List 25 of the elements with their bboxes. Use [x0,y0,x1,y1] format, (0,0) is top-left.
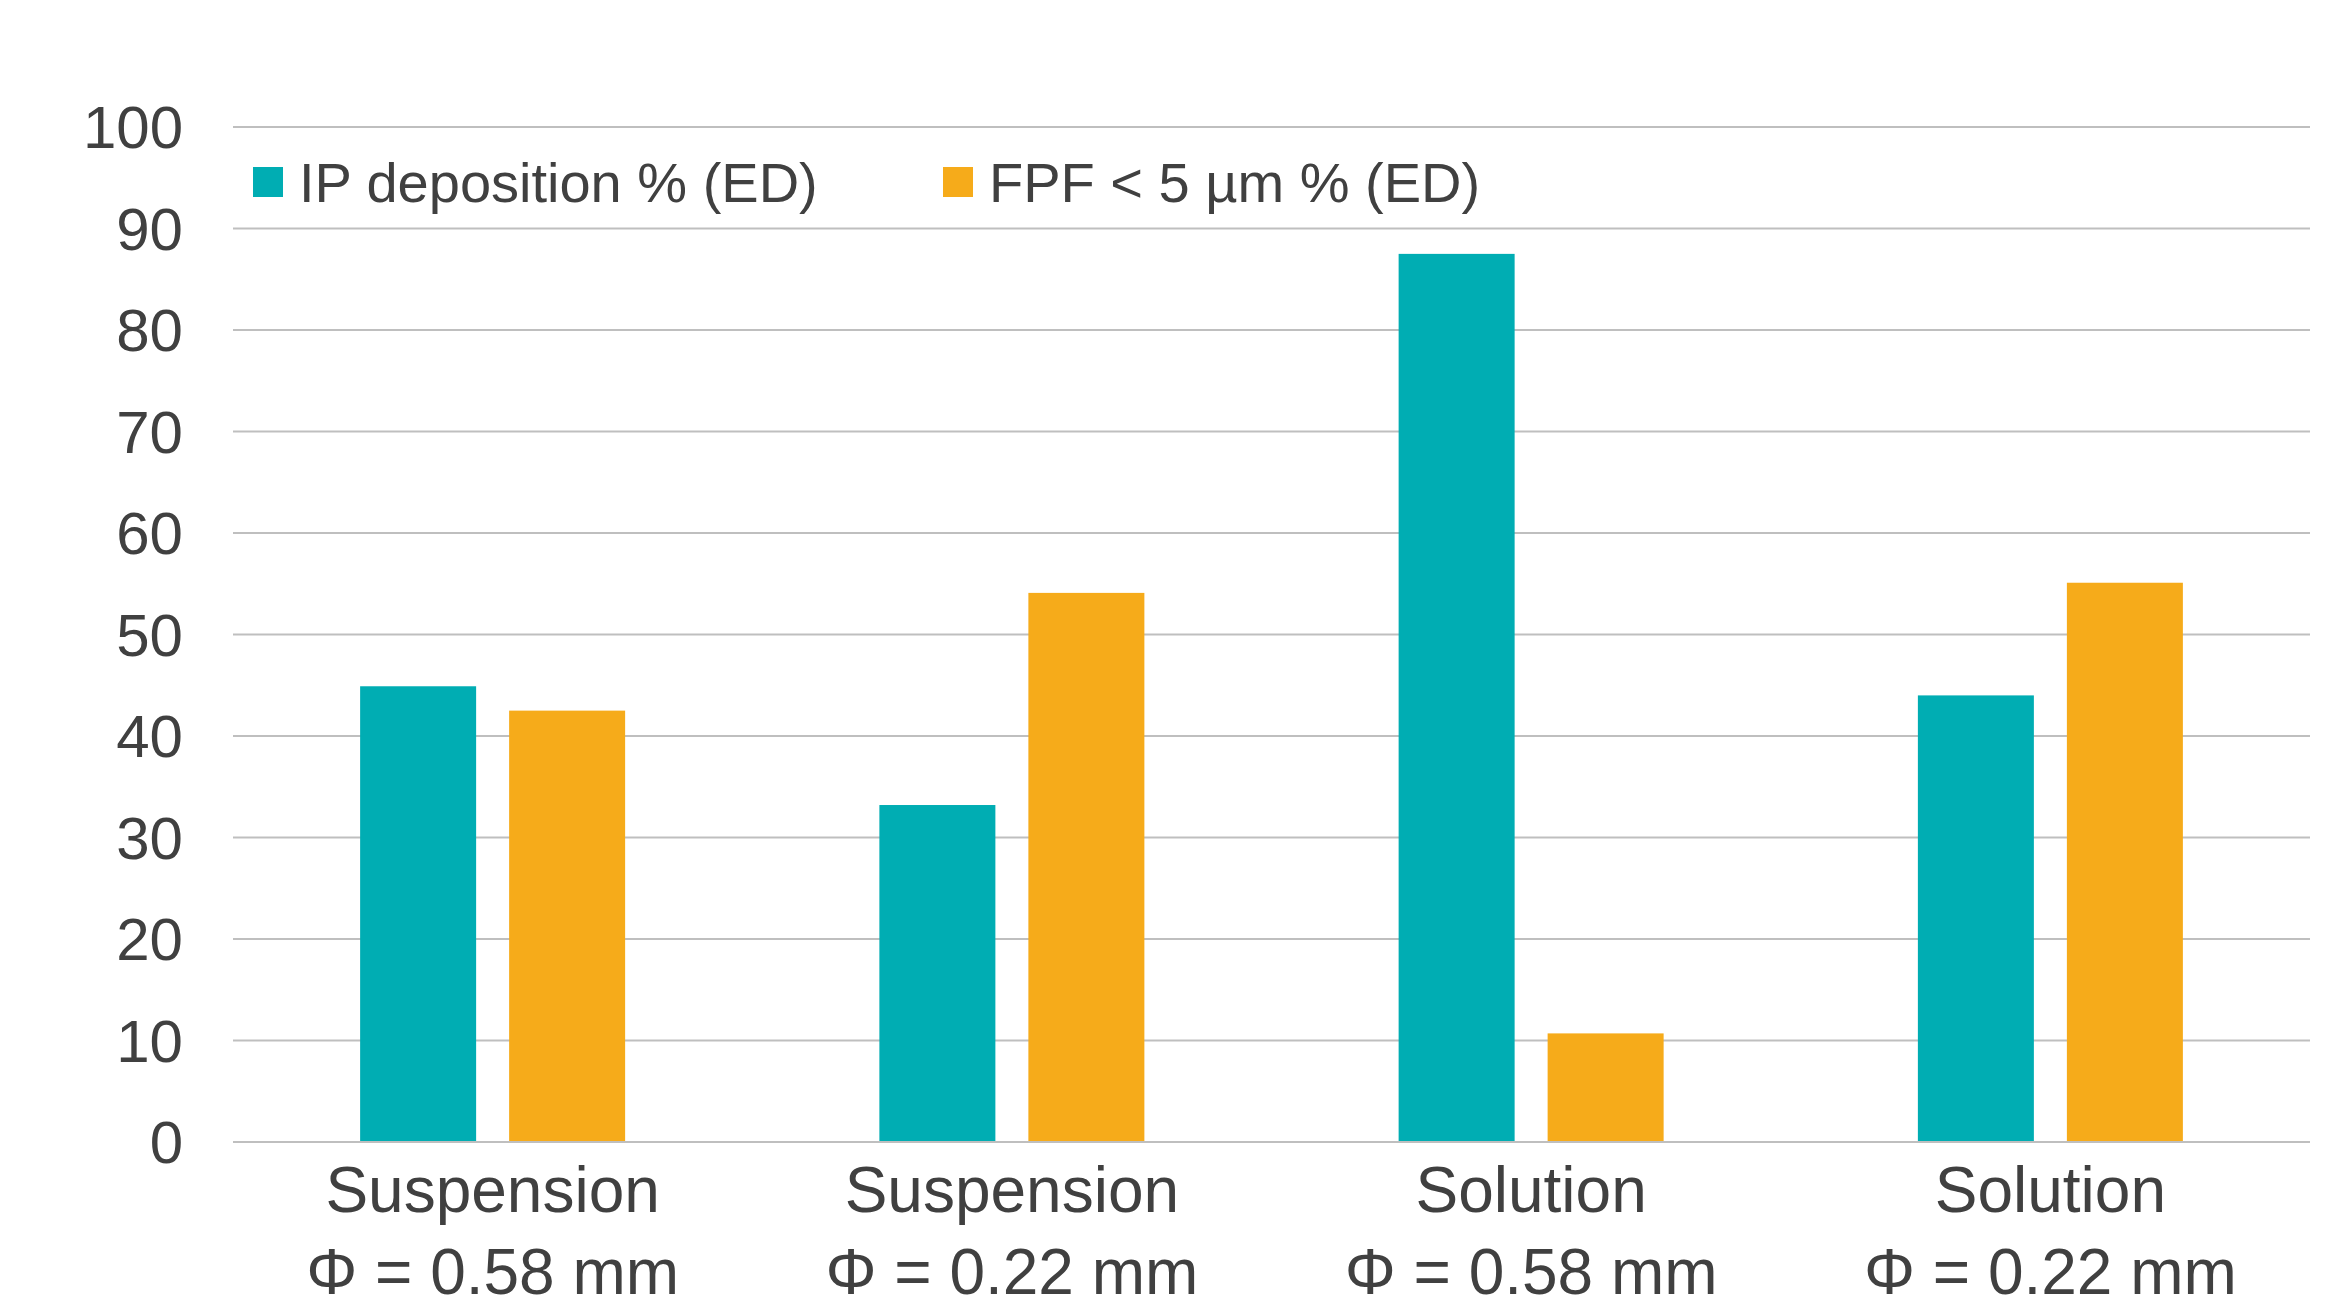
bar [2066,582,2183,1142]
bar [1917,695,2034,1142]
bar [1547,1033,1664,1143]
y-tick-label: 80 [116,297,183,364]
legend-label: FPF < 5 µm % (ED) [989,150,1481,214]
y-tick-label: 30 [116,804,183,872]
y-tick-label: 60 [116,500,183,567]
y-tick-label: 100 [82,94,183,161]
legend-label: IP deposition % (ED) [299,150,818,214]
y-tick-label: 70 [116,398,183,466]
y-tick-label: 90 [116,195,183,263]
x-tick-label: Solution Φ = 0.22 mm [1863,1154,2237,1296]
y-tick-label: 10 [116,1007,183,1075]
x-tick-label: Suspension Φ = 0.58 mm [306,1154,680,1296]
y-tick-label: 20 [116,906,183,973]
bar [1398,253,1515,1142]
y-tick-label: 0 [149,1109,183,1176]
bar [879,805,996,1142]
bar [1028,592,1145,1142]
bar [509,710,626,1142]
bar [360,686,477,1142]
y-tick-label: 50 [116,601,183,669]
y-tick-label: 40 [116,703,183,770]
x-tick-label: Solution Φ = 0.58 mm [1344,1154,1718,1296]
x-tick-label: Suspension Φ = 0.22 mm [825,1154,1199,1296]
